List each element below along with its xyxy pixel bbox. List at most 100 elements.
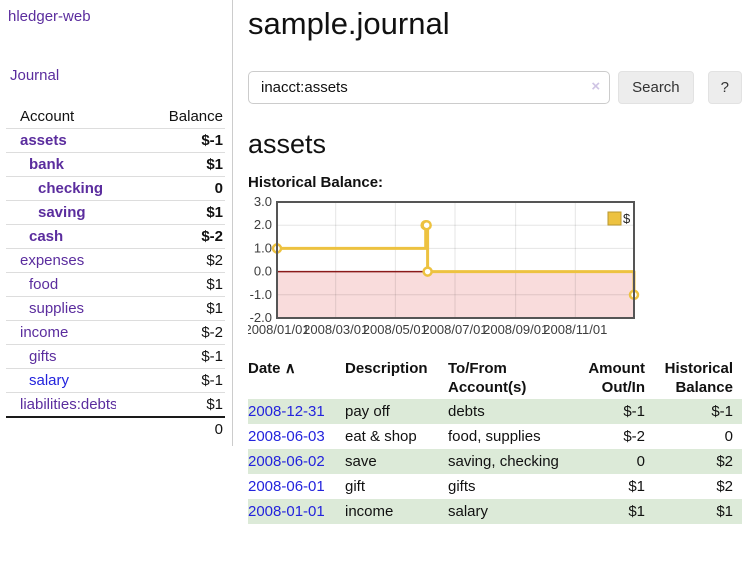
account-page-title: assets	[248, 129, 327, 159]
account-balance: $1	[115, 296, 225, 321]
y-axis-tick-label: 0.0	[254, 264, 272, 279]
account-row: income $-2	[6, 320, 225, 345]
x-axis-tick-label: 2008/09/01	[483, 322, 548, 337]
transaction-balance: $2	[716, 478, 733, 495]
clear-search-icon[interactable]: ×	[591, 78, 601, 95]
x-axis-tick-label: 2008/05/01	[363, 322, 428, 337]
register-row: 2008-06-01 gift gifts $1 $2	[248, 474, 742, 499]
transaction-accounts: saving, checking	[448, 453, 559, 470]
account-balance: $1	[115, 392, 225, 418]
register-header-balance: Historical Balance	[664, 360, 733, 396]
transaction-amount: $1	[628, 503, 645, 520]
register-row: 2008-06-02 save saving, checking 0 $2	[248, 449, 742, 474]
historical-balance-chart: 3.0 2.0 1.0 0.0 -1.0 -2.02008/01/012008/03/01…	[248, 196, 640, 337]
account-balance: $-1	[115, 344, 225, 369]
transaction-description: income	[345, 503, 394, 520]
transaction-accounts: debts	[448, 403, 485, 420]
chart-negative-region	[277, 271, 634, 318]
register-row: 2008-12-31 pay off debts $-1 $-1	[248, 399, 742, 424]
register-table: Date ∧ Description To/From Account(s) Am…	[248, 357, 742, 524]
transaction-date-link[interactable]: 2008-06-02	[248, 453, 325, 470]
account-row: cash $-2	[6, 224, 225, 249]
account-balance: $-2	[115, 320, 225, 345]
account-link-checking[interactable]: checking	[38, 180, 104, 197]
account-row: liabilities:debts $1	[6, 392, 225, 418]
chart-label: Historical Balance:	[248, 174, 384, 191]
account-link-bank[interactable]: bank	[29, 156, 65, 173]
transaction-description: eat & shop	[345, 428, 417, 445]
account-link-income[interactable]: income	[20, 324, 69, 341]
account-balance: $1	[115, 152, 225, 177]
transaction-date-link[interactable]: 2008-06-03	[248, 428, 325, 445]
account-row: salary $-1	[6, 368, 225, 393]
transaction-date-link[interactable]: 2008-12-31	[248, 403, 325, 420]
transaction-balance: $1	[716, 503, 733, 520]
account-link-supplies[interactable]: supplies	[29, 300, 85, 317]
transaction-date-link[interactable]: 2008-01-01	[248, 503, 325, 520]
y-axis-tick-label: -2.0	[250, 310, 272, 325]
y-axis-tick-label: 2.0	[254, 217, 272, 232]
transaction-description: gift	[345, 478, 366, 495]
sidebar-item-journal[interactable]: Journal	[10, 67, 60, 84]
transaction-balance: $-1	[711, 403, 733, 420]
transaction-date-link[interactable]: 2008-06-01	[248, 478, 325, 495]
accounts-total-row: 0	[6, 416, 225, 441]
transaction-accounts: salary	[448, 503, 489, 520]
account-link-liabilities-debts[interactable]: liabilities:debts	[20, 396, 116, 413]
account-link-salary[interactable]: salary	[29, 372, 70, 389]
accounts-table: Account Balance assets $-1 bank $1 check…	[6, 105, 225, 441]
y-axis-tick-label: 3.0	[254, 196, 272, 209]
accounts-header-account: Account	[6, 105, 116, 129]
legend-label: $	[623, 211, 631, 226]
account-link-food[interactable]: food	[29, 276, 59, 293]
transaction-balance: 0	[724, 428, 733, 445]
transaction-description: save	[345, 453, 377, 470]
search-form: × Search ?	[248, 71, 742, 104]
chart-border	[276, 201, 635, 319]
sidebar: hledger-web Journal Account Balance asse…	[0, 0, 233, 446]
sort-ascending-icon: ∧	[284, 360, 296, 377]
transaction-amount: 0	[636, 453, 645, 470]
register-header-description: Description	[345, 360, 428, 377]
y-axis-tick-label: 1.0	[254, 240, 272, 255]
account-balance: $-1	[115, 368, 225, 393]
transaction-accounts: gifts	[448, 478, 476, 495]
account-link-gifts[interactable]: gifts	[29, 348, 57, 365]
x-axis-tick-label: 2008/07/01	[422, 322, 487, 337]
chart-data-point[interactable]	[422, 266, 433, 277]
main-content: sample.journal × Search ? assets Histori…	[233, 0, 742, 524]
account-balance: $1	[115, 200, 225, 225]
account-balance: $2	[115, 248, 225, 273]
account-balance: $-1	[115, 128, 225, 153]
brand-link[interactable]: hledger-web	[8, 8, 91, 25]
register-header-date[interactable]: Date ∧	[248, 360, 296, 377]
page: hledger-web Journal Account Balance asse…	[0, 0, 742, 524]
account-row: assets $-1	[6, 128, 225, 153]
account-balance: $-2	[115, 224, 225, 249]
transaction-balance: $2	[716, 453, 733, 470]
register-header-row: Date ∧ Description To/From Account(s) Am…	[248, 357, 742, 399]
account-row: checking 0	[6, 176, 225, 201]
account-row: gifts $-1	[6, 344, 225, 369]
search-input[interactable]	[248, 71, 611, 104]
accounts-header-balance: Balance	[115, 105, 225, 129]
account-row: bank $1	[6, 152, 225, 177]
search-field-wrap: ×	[248, 71, 611, 104]
transaction-amount: $-2	[623, 428, 645, 445]
account-link-assets[interactable]: assets	[20, 132, 67, 149]
help-button[interactable]: ?	[707, 71, 742, 104]
account-row: expenses $2	[6, 248, 225, 273]
legend-swatch	[607, 211, 622, 226]
x-axis-tick-label: 2008/03/01	[303, 322, 368, 337]
x-axis-tick-label: 2008/11/01	[543, 322, 607, 337]
account-link-cash[interactable]: cash	[29, 228, 64, 245]
page-title: sample.journal	[248, 6, 450, 41]
account-balance: 0	[115, 176, 225, 201]
account-row: food $1	[6, 272, 225, 297]
y-axis-tick-label: -1.0	[250, 287, 272, 302]
account-link-expenses[interactable]: expenses	[20, 252, 85, 269]
account-link-saving[interactable]: saving	[38, 204, 86, 221]
chart-data-point[interactable]	[421, 219, 432, 231]
search-button[interactable]: Search	[618, 71, 694, 104]
transaction-amount: $1	[628, 478, 645, 495]
